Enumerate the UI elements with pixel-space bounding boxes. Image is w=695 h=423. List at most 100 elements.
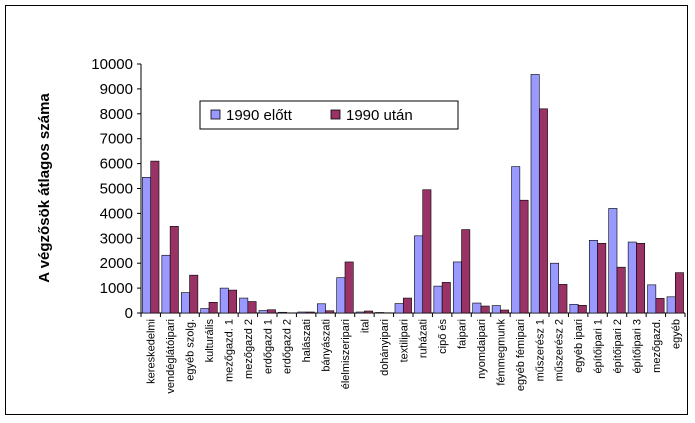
bar-before-20: [530, 74, 540, 314]
bar-after-10: [344, 261, 354, 314]
bar-before-8: [297, 311, 307, 314]
bar-after-0: [150, 160, 160, 314]
y-tick-label: 4000: [100, 205, 133, 222]
bar-chart: 0 1000 2000 3000 4000 5000 6000 7000 8000 9000 100…: [36, 56, 686, 394]
bar-before-17: [472, 302, 482, 314]
bar-before-21: [550, 262, 560, 314]
bar-before-1: [161, 254, 171, 314]
x-tick-label: ruházati: [418, 319, 430, 358]
bar-after-13: [402, 297, 412, 314]
y-tick-label: 10000: [91, 56, 133, 73]
bar-before-6: [258, 310, 268, 314]
x-tick-label: műszerész 1: [534, 319, 546, 381]
bar-before-15: [433, 285, 443, 314]
bar-after-9: [325, 310, 335, 314]
bar-before-0: [142, 176, 152, 314]
chart-frame: 0 1000 2000 3000 4000 5000 6000 7000 8000 9000 100…: [5, 5, 688, 415]
bar-before-14: [414, 235, 424, 314]
bar-before-13: [394, 303, 404, 314]
x-tick-label: erdőgazd 2: [282, 319, 294, 374]
y-tick-label: 7000: [100, 131, 133, 148]
bar-after-4: [228, 289, 238, 314]
bar-after-22: [577, 304, 587, 314]
x-tick-label: egyéb: [670, 319, 682, 349]
bar-before-25: [627, 241, 637, 314]
bar-before-22: [569, 303, 579, 314]
x-tick-label: bányászati: [321, 319, 333, 372]
y-axis-label: A végzősök átlagos száma: [36, 93, 53, 283]
bars: [142, 74, 684, 314]
x-tick-label: építőipari 1: [593, 319, 605, 373]
bar-after-18: [500, 309, 510, 314]
bar-before-18: [491, 305, 501, 314]
bar-before-16: [452, 261, 462, 314]
bar-after-6: [266, 309, 276, 314]
bar-after-5: [247, 301, 257, 314]
x-tick-label: halászati: [301, 319, 313, 362]
x-tick-label: műszerész 2: [554, 319, 566, 381]
x-tick-label: mezőgazd. 1: [223, 319, 235, 382]
bar-after-8: [305, 311, 315, 314]
y-tick-label: 9000: [100, 81, 133, 98]
legend-box: [199, 100, 459, 130]
y-tick-label: 8000: [100, 106, 133, 123]
bar-before-4: [219, 287, 229, 314]
bar-before-7: [278, 311, 288, 314]
y-tick-label: 5000: [100, 181, 133, 198]
bar-before-11: [355, 311, 365, 314]
x-tick-label: ital: [359, 319, 371, 333]
bar-after-27: [674, 272, 684, 314]
bar-after-17: [480, 305, 490, 314]
x-tick-label: textilipari: [398, 319, 410, 362]
x-tick-label: egyéb fémipari: [515, 319, 527, 391]
x-tick-label: élelmiszeripari: [340, 319, 352, 389]
y-tick-labels: 0 1000 2000 3000 4000 5000 6000 7000 8000 9000 100…: [91, 56, 133, 322]
y-tick-label: 0: [125, 305, 133, 322]
bar-before-19: [511, 166, 521, 314]
legend-swatch-before: [210, 109, 221, 120]
x-tick-label: cipő és: [437, 319, 449, 354]
bar-before-9: [316, 303, 326, 314]
bar-before-10: [336, 277, 346, 314]
bar-after-20: [538, 108, 548, 314]
bar-after-24: [616, 266, 626, 314]
x-tick-labels: kereskedelmi vendéglátóipari egyéb szolg. k…: [146, 319, 683, 394]
x-tick-label: dohányipari: [379, 319, 391, 376]
bar-before-27: [666, 296, 676, 314]
y-tick-label: 3000: [100, 230, 133, 247]
legend-label-before: 1990 előtt: [226, 107, 293, 124]
bar-after-26: [655, 298, 665, 314]
legend: 1990 előtt 1990 után: [199, 100, 459, 130]
bar-after-14: [422, 189, 432, 314]
bar-after-2: [189, 274, 199, 314]
bar-after-16: [461, 229, 471, 314]
bar-before-24: [608, 208, 618, 314]
x-tick-label: kulturális: [204, 319, 216, 363]
bar-before-23: [588, 239, 598, 314]
x-tick-label: mezőgazd 2: [243, 319, 255, 379]
bar-after-19: [519, 199, 529, 314]
x-tick-label: egyéb szolg.: [185, 319, 197, 381]
bar-after-1: [169, 226, 179, 314]
bar-after-25: [636, 242, 646, 314]
bar-after-15: [441, 282, 451, 314]
bar-before-2: [180, 292, 190, 314]
x-tick-label: mezőgazd.: [651, 319, 663, 373]
bar-after-11: [364, 310, 374, 314]
bar-before-26: [647, 284, 657, 314]
y-tick-label: 6000: [100, 156, 133, 173]
x-tick-label: fémmegmunk: [495, 319, 507, 386]
x-tick-label: építőipari 3: [631, 319, 643, 373]
bar-after-3: [208, 301, 218, 314]
y-tick-label: 1000: [100, 280, 133, 297]
legend-label-after: 1990 után: [346, 107, 413, 124]
y-tick-label: 2000: [100, 255, 133, 272]
bar-before-5: [239, 297, 249, 314]
legend-swatch-after: [330, 109, 341, 120]
x-tick-label: nyomdaipari: [476, 319, 488, 379]
x-tick-label: egyéb ipari: [573, 319, 585, 373]
bar-after-23: [597, 242, 607, 314]
bar-before-3: [200, 308, 210, 314]
x-tick-label: kereskedelmi: [146, 319, 158, 384]
x-tick-label: vendéglátóipari: [165, 319, 177, 394]
